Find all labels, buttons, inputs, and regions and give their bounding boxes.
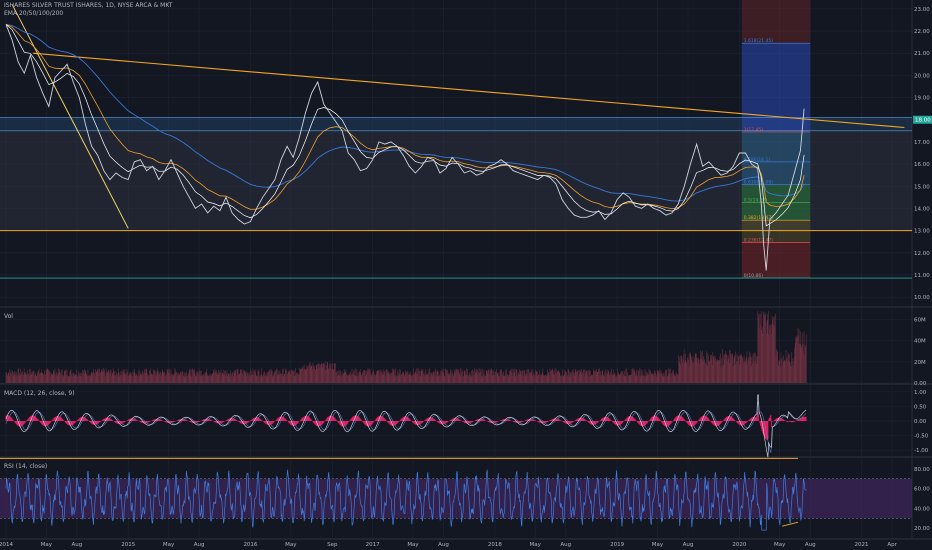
price-tick-label: 21.00 bbox=[914, 51, 930, 57]
fib-level-label: 0.382(13.47) bbox=[744, 215, 774, 221]
x-tick-label: 2014 bbox=[0, 542, 13, 548]
fib-level-label: 0.786(16.1) bbox=[744, 157, 771, 163]
price-tick-label: 23.00 bbox=[914, 7, 930, 13]
ema-200-line bbox=[5, 23, 805, 202]
x-tick-label: May bbox=[285, 542, 297, 548]
rsi-pane-label: RSI (14, close) bbox=[4, 463, 48, 470]
ema-50-line bbox=[5, 24, 805, 227]
rsi-tick-label: 40.00 bbox=[914, 506, 930, 512]
fib-level-label: 1(17.45) bbox=[744, 127, 764, 133]
x-tick-label: 2021 bbox=[855, 542, 869, 548]
x-tick-label: 2020 bbox=[732, 542, 746, 548]
rsi-line bbox=[5, 469, 807, 531]
x-tick-label: Aug bbox=[805, 542, 816, 548]
fib-zone-upper bbox=[741, 43, 811, 132]
volume-pane-label: Vol bbox=[4, 313, 13, 320]
current-price-label: 18.00 bbox=[915, 118, 931, 124]
price-tick-label: 12.00 bbox=[914, 251, 930, 257]
price-tick-label: 16.00 bbox=[914, 162, 930, 168]
descending-trendline bbox=[32, 52, 905, 129]
x-tick-label: May bbox=[163, 542, 175, 548]
macd-tick-label: 0.00 bbox=[914, 419, 927, 425]
macd-tick-label: 1.00 bbox=[914, 390, 927, 396]
macd-tick-label: 0.50 bbox=[914, 404, 927, 410]
price-tick-label: 14.00 bbox=[914, 206, 930, 212]
price-tick-label: 10.00 bbox=[914, 295, 930, 301]
ema-legend: EMA 20/50/100/200 bbox=[4, 10, 64, 17]
volume-tick-label: 40M bbox=[914, 339, 926, 345]
price-tick-label: 11.00 bbox=[914, 273, 930, 279]
x-tick-label: Aug bbox=[683, 542, 694, 548]
x-tick-label: Aug bbox=[194, 542, 205, 548]
x-tick-label: 2018 bbox=[488, 542, 502, 548]
rsi-tick-label: 60.00 bbox=[914, 487, 930, 493]
x-tick-label: Aug bbox=[72, 542, 83, 548]
macd-tick-label: -0.50 bbox=[914, 434, 929, 440]
price-tick-label: 13.00 bbox=[914, 229, 930, 235]
vertical-gridlines bbox=[5, 0, 893, 538]
price-line bbox=[5, 24, 805, 271]
x-tick-label: 2017 bbox=[366, 542, 380, 548]
x-tick-label: 2015 bbox=[121, 542, 135, 548]
rsi-divergence-line bbox=[782, 521, 799, 527]
x-tick-label: Apr bbox=[887, 542, 897, 548]
fib-zone-bottom bbox=[741, 242, 811, 279]
x-tick-label: 2016 bbox=[243, 542, 257, 548]
resistance-zone bbox=[0, 117, 912, 131]
fib-level-label: 0.618(15.08) bbox=[744, 179, 774, 185]
volume-tick-label: 20M bbox=[914, 360, 926, 366]
fib-level-label: 0(10.86) bbox=[744, 273, 764, 279]
volume-bars bbox=[5, 311, 807, 383]
fib-zone-amber bbox=[741, 220, 811, 243]
symbol-title: ISHARES SILVER TRUST ISHARES, 1D, NYSE A… bbox=[4, 2, 173, 9]
current-price-tag bbox=[913, 115, 932, 124]
macd-line bbox=[5, 394, 807, 458]
price-tick-label: 22.00 bbox=[914, 29, 930, 35]
x-tick-label: May bbox=[41, 542, 53, 548]
fib-level-label: 0.236(12.47) bbox=[744, 237, 774, 243]
x-tick-label: Aug bbox=[560, 542, 571, 548]
price-tick-label: 19.00 bbox=[914, 96, 930, 102]
fib-zone-top bbox=[741, 0, 811, 44]
macd-tick-label: -1.00 bbox=[914, 448, 929, 454]
rsi-tick-label: 80.00 bbox=[914, 467, 930, 473]
volume-tick-label: 60M bbox=[914, 318, 926, 324]
fib-level-label: 1.618(21.45) bbox=[744, 38, 774, 44]
fib-level-label: 0.5(14.27) bbox=[744, 197, 768, 203]
x-tick-label: Aug bbox=[438, 542, 449, 548]
price-tick-label: 17.00 bbox=[914, 140, 930, 146]
price-tick-label: 15.00 bbox=[914, 184, 930, 190]
steep-trendline bbox=[11, 4, 129, 229]
volume-tick-label: 0.00 bbox=[914, 381, 927, 387]
rsi-tick-label: 20.00 bbox=[914, 526, 930, 532]
x-tick-label: May bbox=[652, 542, 664, 548]
x-tick-label: May bbox=[530, 542, 542, 548]
price-tick-label: 20.00 bbox=[914, 73, 930, 79]
ema-100-line bbox=[5, 24, 805, 210]
x-tick-label: May bbox=[774, 542, 786, 548]
macd-pane-label: MACD (12, 26, close, 9) bbox=[4, 390, 75, 397]
x-tick-label: May bbox=[407, 542, 419, 548]
x-tick-label: Sep bbox=[327, 542, 338, 548]
x-tick-label: 2019 bbox=[610, 542, 624, 548]
